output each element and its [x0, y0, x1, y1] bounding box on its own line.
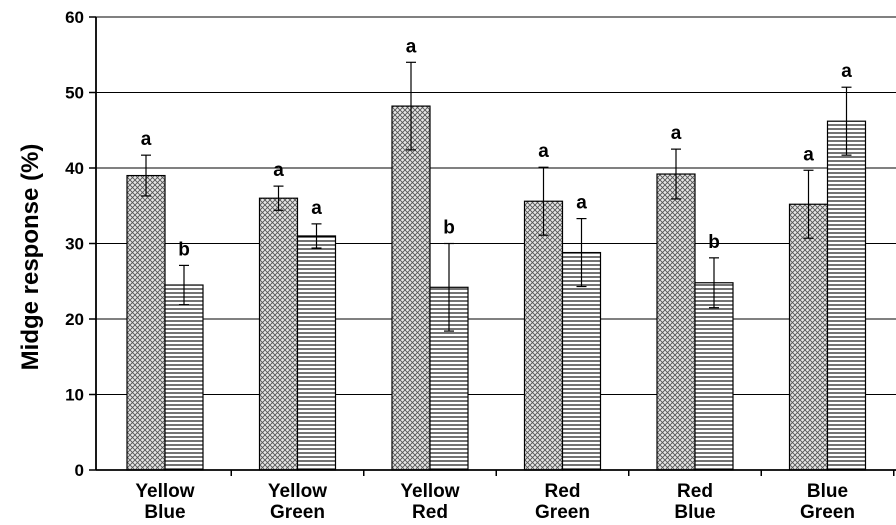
significance-label: a — [803, 144, 814, 165]
axes — [89, 16, 896, 476]
bar-horizontal-lines-5 — [826, 120, 867, 471]
y-tick-label: 60 — [65, 8, 84, 27]
x-category-label: Green — [535, 502, 590, 523]
bar-horizontal-lines-3 — [561, 251, 602, 471]
y-axis-label: Midge response (%) — [17, 144, 44, 371]
y-tick-label: 0 — [75, 461, 84, 480]
bar-crosshatch-0 — [126, 174, 166, 471]
significance-label: a — [273, 160, 284, 181]
bars — [126, 105, 867, 471]
bar-crosshatch-2 — [391, 105, 431, 471]
y-tick-label: 10 — [65, 386, 84, 405]
x-category-label: Blue — [807, 481, 848, 502]
significance-label: a — [141, 129, 152, 150]
bar-horizontal-lines-0 — [164, 284, 204, 471]
error-bars — [141, 61, 852, 332]
y-tick-label: 20 — [65, 310, 84, 329]
bar-horizontal-lines-4 — [694, 282, 734, 471]
x-category-label: Green — [800, 502, 855, 523]
significance-label: b — [443, 218, 455, 239]
x-category-label: Yellow — [268, 481, 327, 502]
bar-crosshatch-1 — [258, 197, 299, 471]
bar-crosshatch-4 — [656, 173, 696, 471]
significance-label: a — [671, 123, 682, 144]
significance-label: a — [311, 198, 322, 219]
x-category-label: Red — [545, 481, 581, 502]
y-tick-label: 30 — [65, 235, 84, 254]
y-tick-label: 40 — [65, 159, 84, 178]
x-category-label: Green — [270, 502, 325, 523]
significance-label: a — [841, 61, 852, 82]
x-category-labels: YellowBlueYellowGreenYellowRedRedGreenRe… — [135, 481, 855, 523]
x-category-label: Blue — [674, 502, 715, 523]
significance-labels: a b a a a b a a a b a a — [141, 36, 853, 260]
significance-label: b — [708, 232, 720, 253]
bar-crosshatch-3 — [523, 200, 564, 471]
significance-label: a — [538, 141, 549, 162]
x-category-label: Yellow — [135, 481, 194, 502]
x-category-label: Red — [677, 481, 713, 502]
gridlines — [96, 16, 896, 395]
significance-label: a — [406, 36, 417, 57]
y-tick-labels: 0 10 20 30 40 50 60 — [65, 8, 84, 480]
x-category-label: Yellow — [400, 481, 459, 502]
significance-label: b — [178, 239, 190, 260]
x-category-label: Blue — [144, 502, 185, 523]
y-tick-label: 50 — [65, 84, 84, 103]
significance-label: a — [576, 193, 587, 214]
bar-horizontal-lines-1 — [296, 235, 337, 471]
bar-crosshatch-5 — [788, 203, 829, 471]
x-category-label: Red — [412, 502, 448, 523]
